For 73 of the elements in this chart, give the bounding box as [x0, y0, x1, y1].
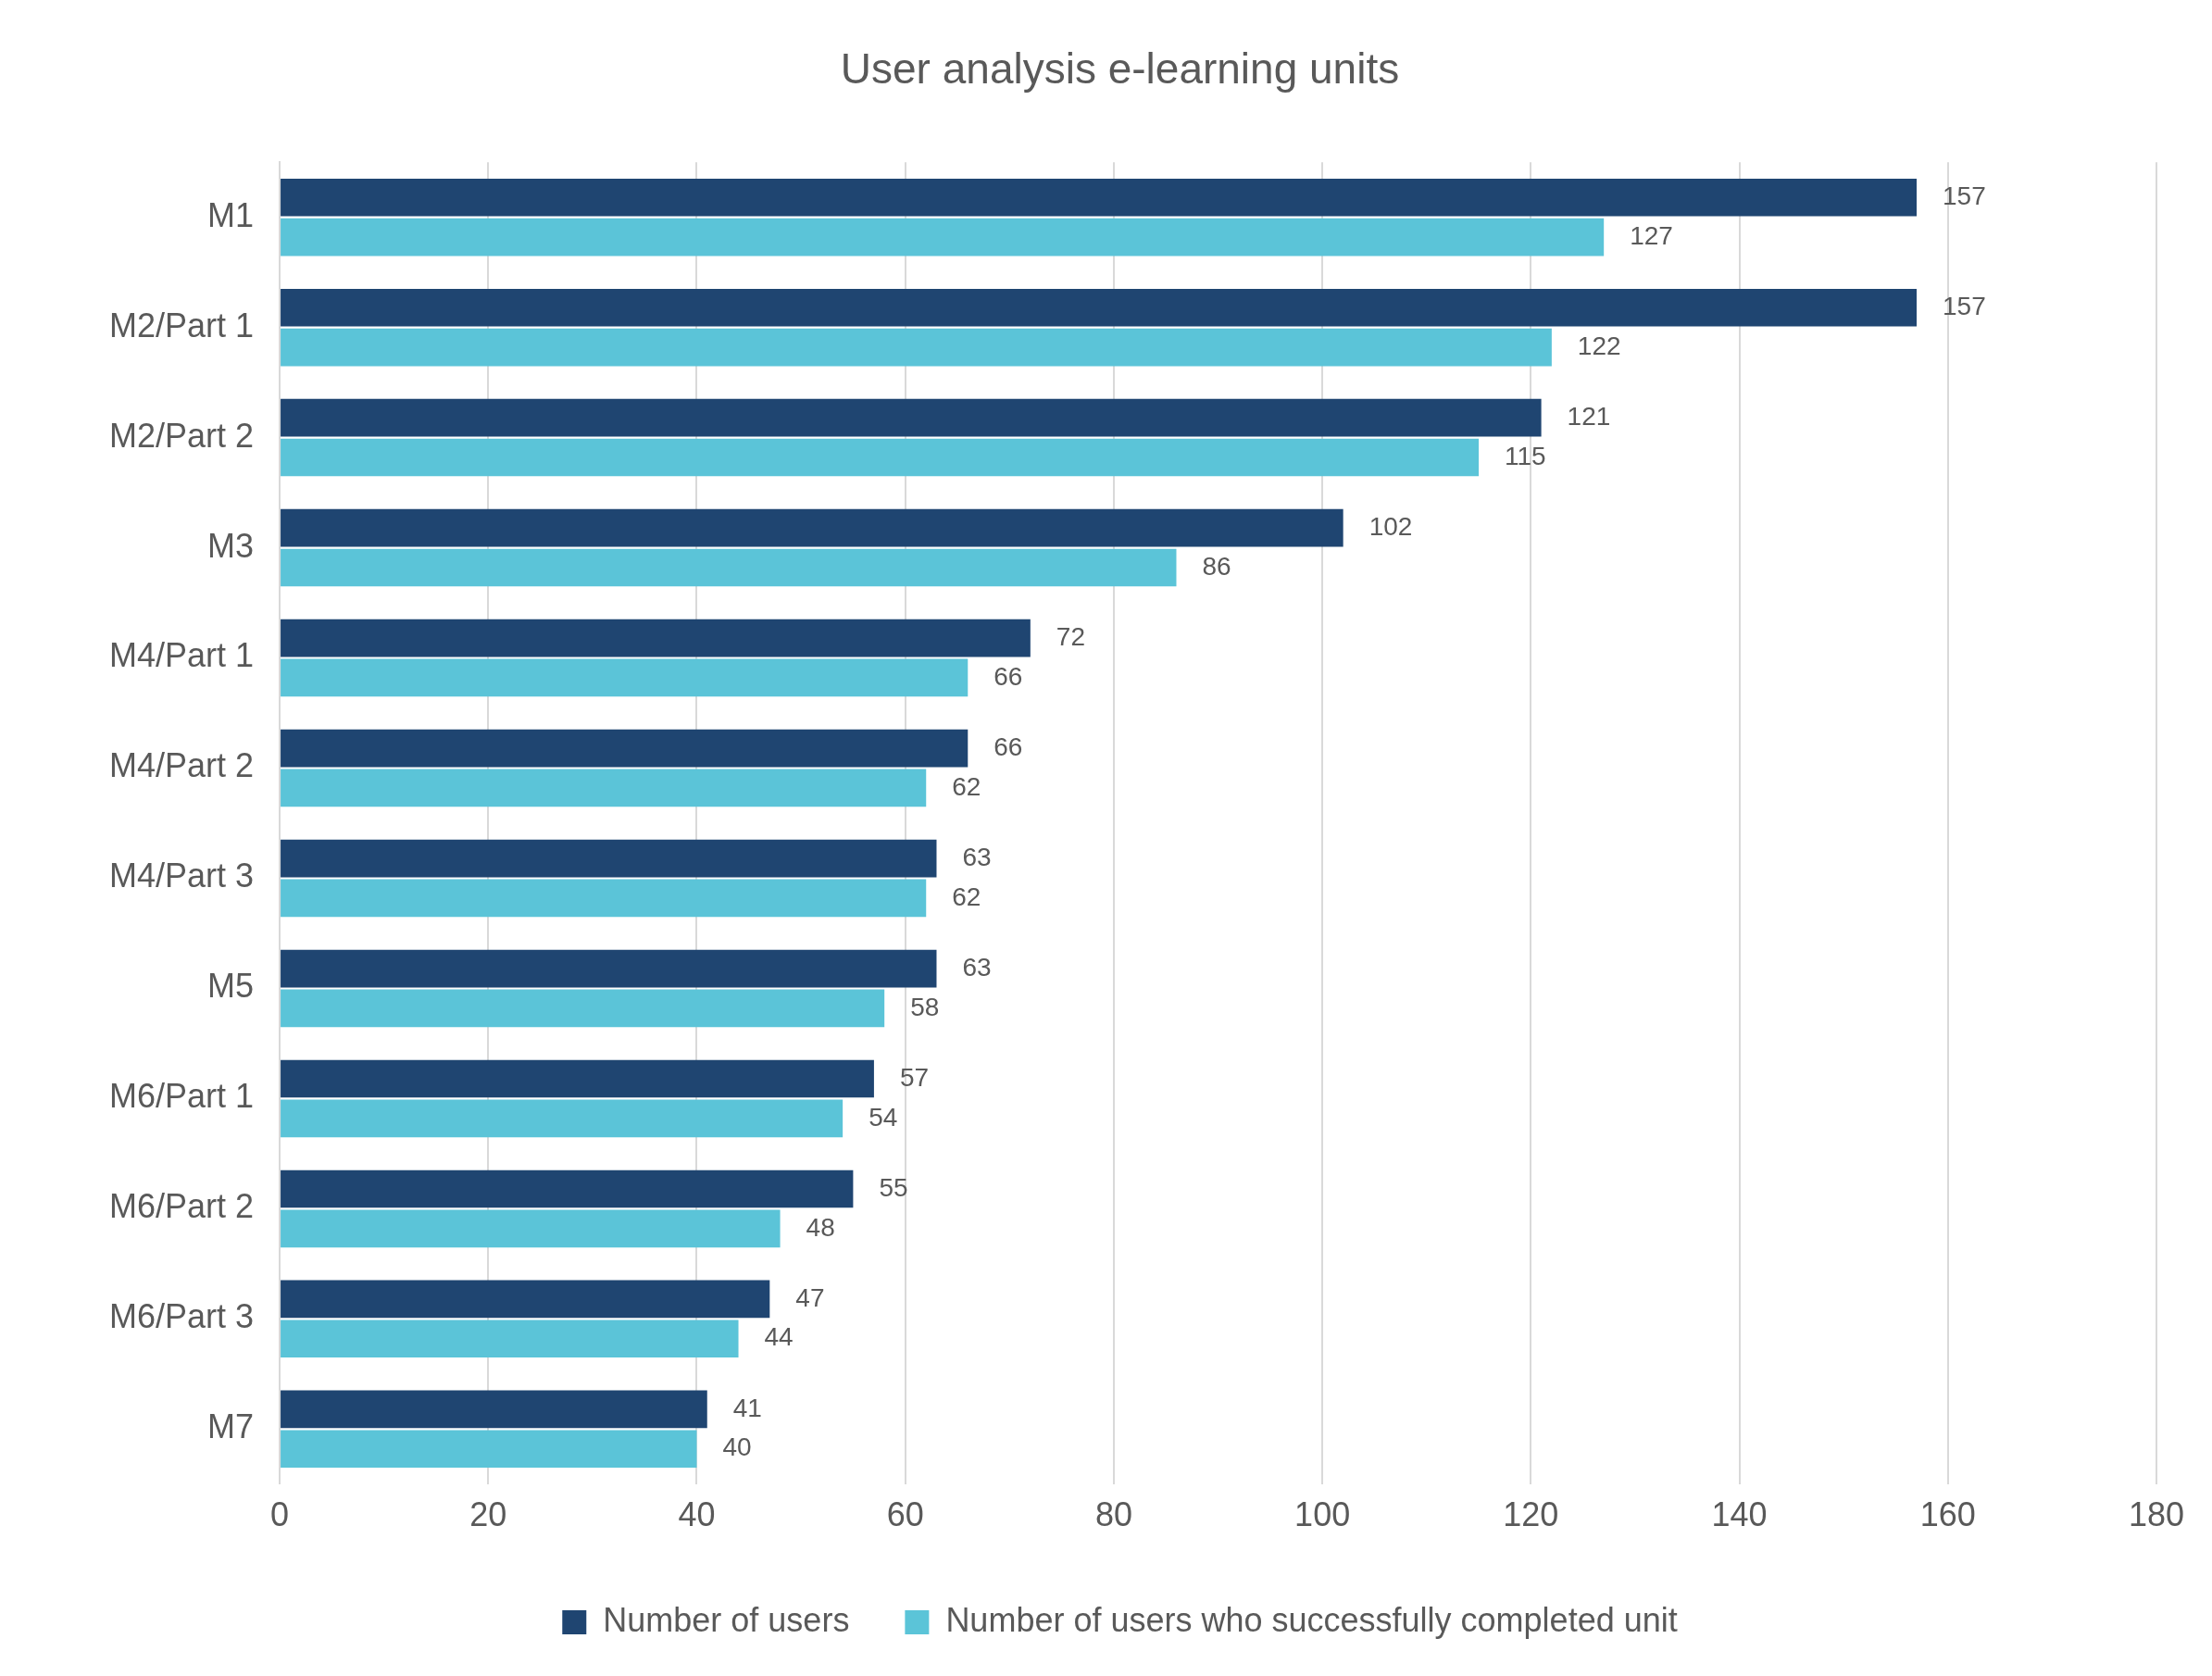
data-label: 66	[994, 661, 1023, 691]
bar	[281, 949, 937, 988]
data-label: 121	[1567, 401, 1611, 431]
data-label: 63	[962, 952, 992, 982]
y-tick-label: M5	[207, 967, 255, 1006]
bar	[281, 1430, 697, 1469]
y-tick-label: M1	[207, 195, 255, 234]
x-tick-label: 160	[1919, 1495, 1976, 1534]
data-label: 58	[910, 992, 940, 1021]
bar	[281, 729, 969, 768]
y-tick-label: M3	[207, 526, 255, 565]
bar	[281, 1099, 844, 1138]
data-label: 54	[869, 1102, 898, 1132]
x-tick-label: 80	[1094, 1495, 1132, 1534]
x-tick-label: 20	[469, 1495, 507, 1534]
x-tick-label: 40	[678, 1495, 716, 1534]
y-tick-label: M4/Part 2	[109, 746, 255, 785]
x-tick-label: 180	[2128, 1495, 2185, 1534]
data-label: 41	[732, 1393, 762, 1422]
bar	[281, 218, 1605, 256]
y-tick-label: M7	[207, 1407, 255, 1446]
data-label: 63	[962, 842, 992, 871]
bar	[281, 1209, 781, 1248]
data-label: 44	[764, 1322, 794, 1352]
data-label: 40	[722, 1432, 752, 1462]
bar	[281, 1320, 739, 1358]
bar	[281, 398, 1542, 437]
y-tick-label: M4/Part 3	[109, 857, 255, 895]
bar	[281, 1280, 770, 1319]
data-label: 55	[879, 1172, 908, 1202]
bar	[281, 658, 969, 697]
bar	[281, 178, 1917, 217]
bar	[281, 879, 927, 918]
data-label: 48	[806, 1212, 835, 1242]
legend-label: Number of users	[603, 1600, 850, 1639]
y-tick-label: M6/Part 1	[109, 1077, 255, 1116]
x-tick-label: 60	[886, 1495, 924, 1534]
data-label: 122	[1577, 331, 1621, 360]
bar	[281, 619, 1031, 657]
bar	[281, 839, 937, 878]
bar	[281, 1059, 874, 1098]
data-label: 62	[952, 771, 981, 801]
data-label: 115	[1505, 441, 1546, 470]
data-label: 66	[994, 732, 1023, 761]
bar	[281, 288, 1917, 327]
x-tick-label: 0	[270, 1495, 290, 1534]
bar	[281, 1390, 707, 1429]
x-tick-label: 120	[1503, 1495, 1559, 1534]
data-label: 157	[1943, 181, 1986, 210]
bar	[281, 438, 1480, 477]
bar	[281, 328, 1552, 367]
bar	[281, 548, 1177, 587]
data-label: 127	[1630, 220, 1673, 250]
data-label: 72	[1056, 621, 1085, 651]
y-tick-label: M2/Part 2	[109, 416, 255, 455]
data-label: 102	[1368, 511, 1413, 541]
chart-title: User analysis e-learning units	[840, 44, 1400, 94]
y-tick-label: M4/Part 1	[109, 636, 255, 675]
data-label: 86	[1202, 551, 1231, 581]
y-tick-label: M6/Part 3	[109, 1297, 255, 1336]
y-tick-label: M2/Part 1	[109, 306, 255, 344]
bar	[281, 769, 927, 807]
data-label: 47	[795, 1282, 825, 1312]
legend-label: Number of users who successfully completed unit	[945, 1600, 1678, 1639]
x-tick-label: 100	[1294, 1495, 1351, 1534]
data-label: 57	[899, 1062, 930, 1092]
data-label: 157	[1943, 291, 1986, 320]
x-tick-label: 140	[1711, 1495, 1768, 1534]
bar	[281, 508, 1343, 547]
bar	[281, 1169, 854, 1208]
y-tick-label: M6/Part 2	[109, 1187, 255, 1226]
bar	[281, 989, 885, 1028]
data-label: 62	[952, 882, 981, 911]
